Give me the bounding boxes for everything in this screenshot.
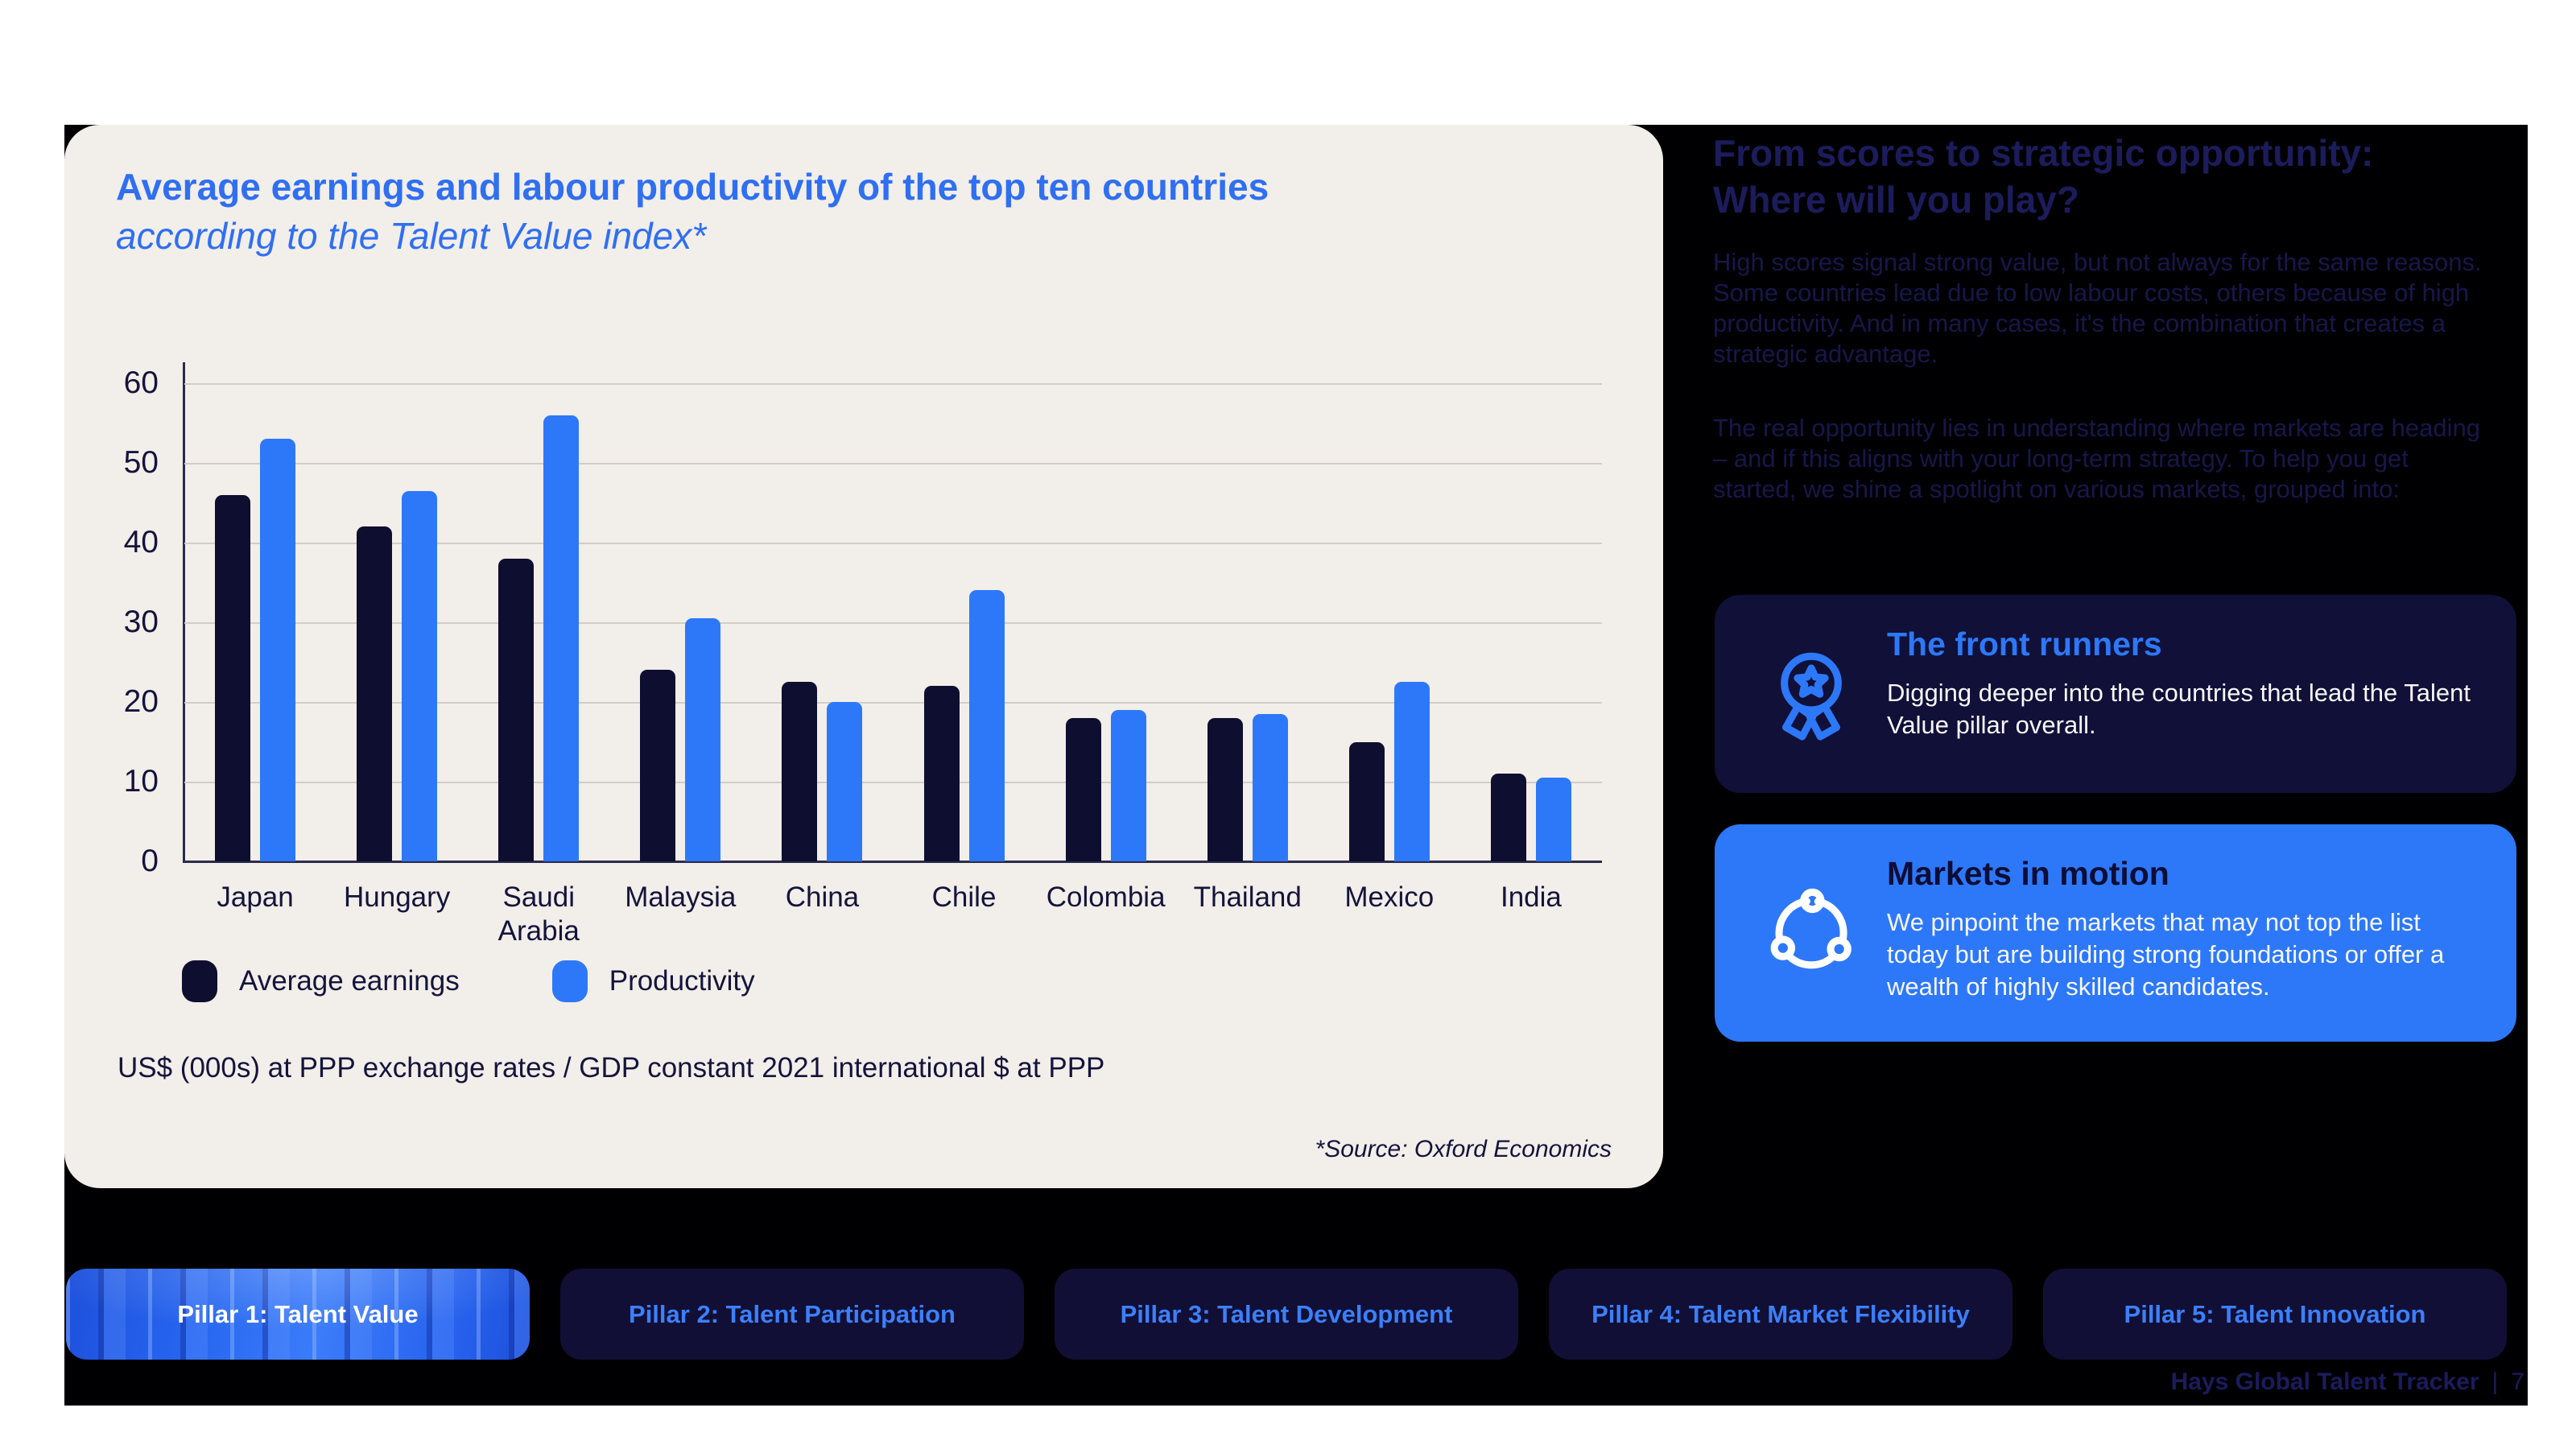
section-heading: From scores to strategic opportunity: Wh…: [1713, 132, 2374, 221]
legend-label: Productivity: [609, 965, 755, 997]
bar-productivity-hungary: [402, 490, 438, 861]
bar-productivity-chile: [968, 590, 1005, 861]
x-category-label-india: India: [1500, 881, 1562, 913]
x-category-label-mexico: Mexico: [1344, 881, 1435, 913]
markets-in-motion-body: We pinpoint the markets that may not top…: [1887, 908, 2445, 1001]
y-tick-label-60: 60: [123, 365, 159, 400]
y-tick-label-10: 10: [123, 764, 159, 799]
tab-pillar-5-talent-innovation[interactable]: Pillar 5: Talent Innovation: [2043, 1269, 2507, 1360]
tab-pillar-2-talent-participation[interactable]: Pillar 2: Talent Participation: [560, 1269, 1024, 1360]
section-paragraph-2: The real opportunity lies in understandi…: [1713, 414, 2480, 503]
y-tick-label-50: 50: [123, 445, 159, 480]
bar-average-earnings-thailand: [1207, 717, 1243, 861]
gridline-30: [184, 622, 1602, 624]
footer-separator: |: [2491, 1368, 2499, 1395]
markets-in-motion-card: Markets in motion We pinpoint the market…: [1715, 824, 2516, 1042]
x-category-label-hungary: Hungary: [343, 881, 451, 913]
bar-average-earnings-chile: [923, 686, 960, 861]
bar-productivity-colombia: [1110, 709, 1146, 861]
tab-pillar-1-talent-value[interactable]: Pillar 1: Talent Value: [66, 1269, 530, 1360]
x-category-label-chile: Chile: [931, 881, 997, 913]
plot-area: 0 10 20 30 40 50 60 Japan Hungary Saudi Arabia Mal…: [124, 362, 1602, 947]
front-runners-body: Digging deeper into the countries that l…: [1887, 679, 2471, 739]
x-axis-line: [183, 861, 1602, 863]
front-runners-card: The front runners Digging deeper into th…: [1715, 595, 2516, 793]
section-paragraph-1: High scores signal strong value, but not…: [1713, 248, 2482, 368]
chart-heading: Average earnings and labour productivity…: [116, 162, 1269, 260]
bar-average-earnings-china: [782, 682, 818, 861]
chart-units-footnote: US$ (000s) at PPP exchange rates / GDP c…: [118, 1052, 1105, 1084]
y-tick-label-0: 0: [141, 844, 159, 878]
slide-panel: Average earnings and labour productivity…: [64, 125, 2528, 1406]
gridline-20: [184, 702, 1602, 704]
footer-title: Hays Global Talent Tracker: [2170, 1368, 2479, 1395]
chart-source: *Source: Oxford Economics: [1315, 1136, 1612, 1162]
chart-subtitle: according to the Talent Value index*: [116, 215, 707, 257]
markets-in-motion-title: Markets in motion: [1887, 855, 2169, 892]
legend-swatch-average-earnings: [182, 960, 217, 1002]
gridline-40: [184, 543, 1602, 544]
bar-productivity-thailand: [1252, 713, 1288, 861]
bar-average-earnings-colombia: [1065, 717, 1101, 861]
legend-swatch-productivity: [551, 960, 588, 1002]
network-cycle-icon: [1760, 881, 1863, 985]
bar-average-earnings-saudi-arabia: [498, 558, 535, 861]
gridline-50: [184, 463, 1602, 464]
legend-label: Average earnings: [239, 965, 460, 997]
x-category-label-china: China: [785, 881, 860, 913]
chart-card: Average earnings and labour productivity…: [64, 125, 1663, 1188]
y-axis-line: [183, 362, 185, 861]
legend-item-productivity: Productivity: [551, 960, 755, 1002]
x-category-label-colombia: Colombia: [1046, 881, 1166, 913]
gridline-10: [184, 782, 1602, 783]
tab-pillar-3-talent-development[interactable]: Pillar 3: Talent Development: [1055, 1269, 1518, 1360]
bar-productivity-china: [827, 702, 863, 861]
y-tick-label-40: 40: [123, 525, 159, 559]
bar-productivity-mexico: [1393, 682, 1430, 861]
bar-productivity-saudi-arabia: [543, 415, 580, 861]
footer-page-number: 7: [2511, 1368, 2524, 1395]
bar-average-earnings-hungary: [357, 526, 393, 861]
award-icon: [1760, 642, 1863, 745]
y-tick-label-30: 30: [123, 605, 159, 639]
chart-legend: Average earnings Productivity: [182, 960, 755, 1002]
bar-productivity-malaysia: [685, 618, 721, 861]
x-category-label-saudi-arabia: Saudi Arabia: [497, 881, 580, 947]
tab-pillar-4-talent-market-flexibility[interactable]: Pillar 4: Talent Market Flexibility: [1549, 1269, 2013, 1360]
legend-item-average-earnings: Average earnings: [182, 960, 460, 1002]
x-category-label-thailand: Thailand: [1193, 881, 1302, 913]
bar-average-earnings-india: [1490, 774, 1526, 861]
bar-productivity-india: [1535, 778, 1571, 861]
bar-productivity-japan: [260, 439, 296, 861]
x-category-label-malaysia: Malaysia: [625, 881, 737, 913]
front-runners-title: The front runners: [1887, 625, 2162, 663]
y-tick-label-20: 20: [123, 684, 159, 719]
x-category-label-japan: Japan: [217, 881, 294, 913]
bar-average-earnings-japan: [215, 494, 251, 861]
page-footer: Hays Global Talent Tracker | 7: [1852, 1368, 2524, 1396]
bar-average-earnings-malaysia: [640, 670, 676, 861]
chart-title: Average earnings and labour productivity…: [116, 166, 1269, 208]
gridline-60: [184, 383, 1602, 385]
bar-average-earnings-mexico: [1348, 741, 1385, 861]
